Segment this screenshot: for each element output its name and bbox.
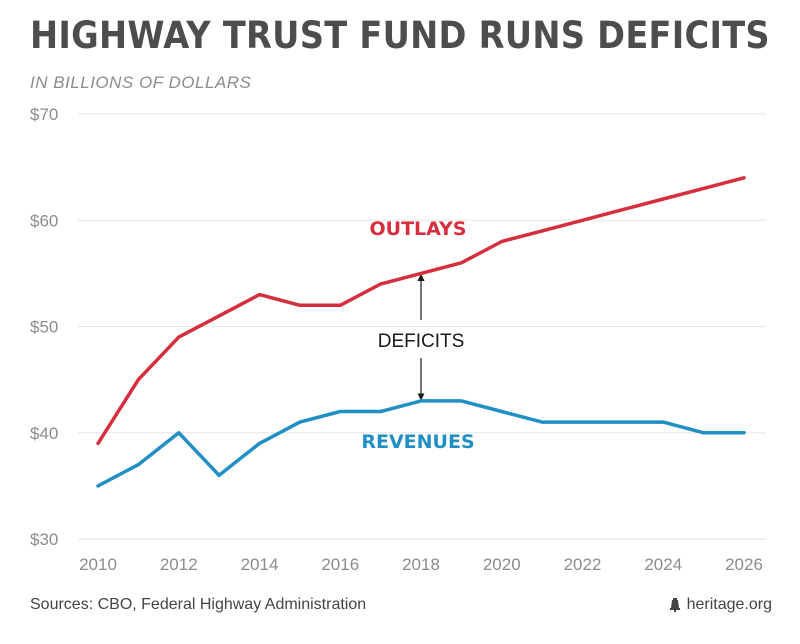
chart-subtitle: IN BILLIONS OF DOLLARS xyxy=(30,73,252,92)
y-tick-label: $50 xyxy=(30,318,58,337)
x-tick-label: 2024 xyxy=(644,555,682,574)
deficits-label: DEFICITS xyxy=(378,331,465,352)
x-tick-label: 2022 xyxy=(564,555,602,574)
x-tick-label: 2016 xyxy=(321,555,359,574)
x-tick-label: 2018 xyxy=(402,555,440,574)
x-tick-label: 2014 xyxy=(241,555,279,574)
liberty-bell-icon xyxy=(669,598,680,612)
y-tick-label: $70 xyxy=(30,105,58,124)
line-chart: $30 $40 $50 $60 $70 2010 2012 2014 2016 2018 2020… xyxy=(30,105,766,574)
series-lines xyxy=(96,176,746,488)
brand-label: heritage.org xyxy=(686,596,772,613)
y-axis: $30 $40 $50 $60 $70 xyxy=(30,105,58,549)
series-line-outlays xyxy=(96,176,746,446)
x-axis: 2010 2012 2014 2016 2018 2020 2022 2024 2026 xyxy=(79,555,763,574)
series-label-outlays: OUTLAYS xyxy=(370,218,467,240)
series-label-revenues: REVENUES xyxy=(361,431,474,453)
brand[interactable]: heritage.org xyxy=(669,596,772,614)
series-labels: OUTLAYS REVENUES xyxy=(361,218,474,453)
deficits-annotation: DEFICITS xyxy=(378,273,465,401)
x-tick-label: 2012 xyxy=(160,555,198,574)
sources-note: Sources: CBO, Federal Highway Administra… xyxy=(30,596,367,613)
chart-title: HIGHWAY TRUST FUND RUNS DEFICITS xyxy=(30,14,770,57)
x-tick-label: 2020 xyxy=(483,555,521,574)
y-tick-label: $40 xyxy=(30,424,58,443)
x-tick-label: 2026 xyxy=(725,555,763,574)
x-tick-label: 2010 xyxy=(79,555,117,574)
y-tick-label: $60 xyxy=(30,211,58,230)
grid-lines xyxy=(78,113,766,540)
series-line-revenues xyxy=(96,399,746,488)
y-tick-label: $30 xyxy=(30,530,58,549)
